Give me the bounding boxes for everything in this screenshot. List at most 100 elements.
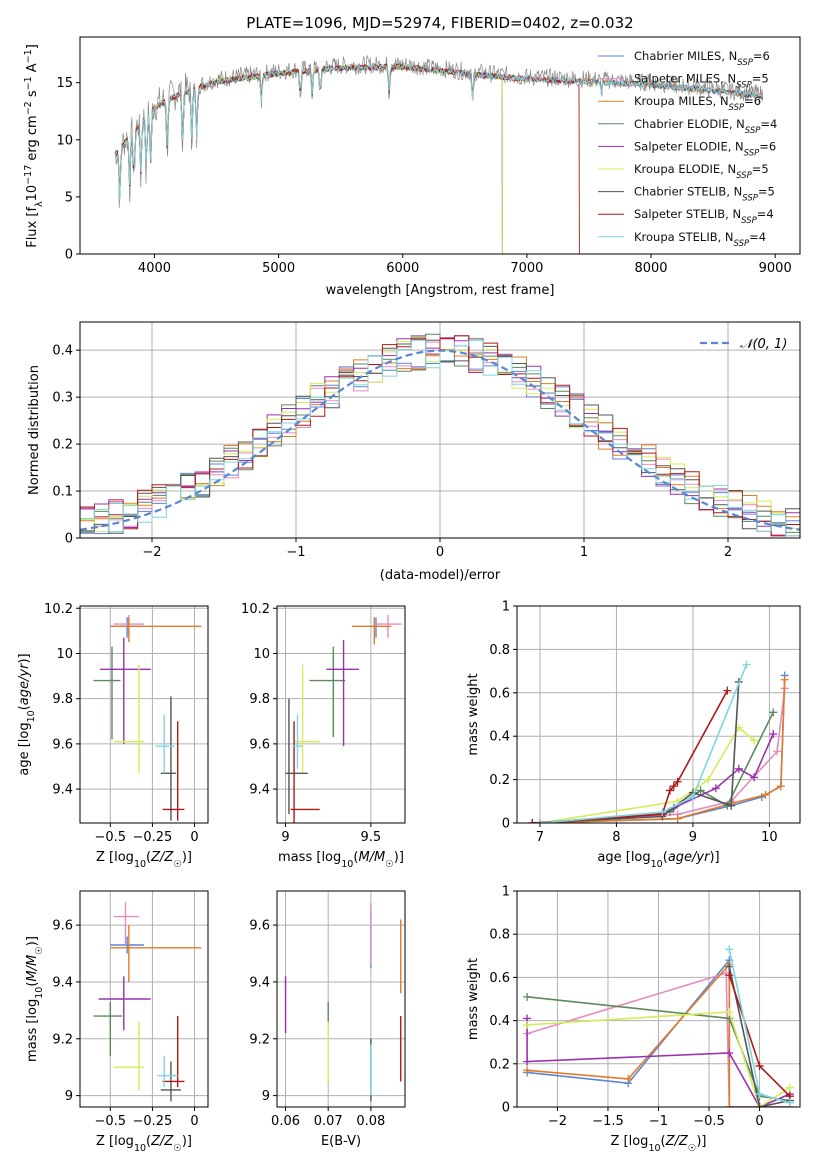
y-tick-label: 0.8 [489, 643, 510, 658]
ticks: 0.06 0.07 0.08 9 9.2 9.4 9.6 [249, 919, 385, 1129]
y-tick-label: 10.2 [241, 602, 270, 617]
y-tick-label: 0.8 [489, 928, 510, 943]
x-axis-label: Z [log10(Z/Z☉)] [610, 1134, 706, 1154]
cumulative-mass-line [527, 1011, 791, 1107]
ticks: −2 −1.5 −1 −0.5 0 0 0.2 0.4 0.6 0.8 1 [489, 885, 763, 1130]
data-point-marker [785, 1098, 794, 1107]
data-point-marker [725, 971, 734, 980]
data-point-marker [725, 962, 734, 971]
data-point-marker [750, 773, 759, 782]
y-tick-label: 1 [502, 600, 510, 615]
error-bar [93, 1001, 123, 1056]
spectrum-panel: 4000 5000 6000 7000 8000 9000 0 5 10 15 wavelength… [23, 36, 801, 298]
plot-area [80, 333, 800, 538]
age-vs-mass-panel: 9 9.5 9.4 9.6 9.8 10 10.2 mass [log10(M/M☉)] [241, 602, 406, 870]
y-tick-label: 1 [502, 885, 510, 900]
data-point-marker [523, 1057, 532, 1066]
legend-entry: Chabrier ELODIE, NSSP=4 [634, 117, 777, 136]
grid [80, 606, 208, 823]
data-point-marker [723, 686, 732, 695]
cumulative-mass-vs-metallicity-panel: −2 −1.5 −1 −0.5 0 0 0.2 0.4 0.6 0.8 1 Z [log10(Z/Z☉… [466, 885, 801, 1154]
data-point-marker [725, 1049, 734, 1057]
x-axis-label: mass [log10(M/M☉)] [278, 850, 404, 870]
axes-frame [79, 36, 801, 255]
plot-area [528, 660, 789, 823]
x-tick-label: 9000 [759, 261, 792, 276]
error-bar [292, 714, 303, 769]
legend-entry: Salpeter STELIB, NSSP=4 [634, 207, 774, 226]
y-tick-label: 0 [65, 532, 73, 547]
axes-frame [79, 605, 209, 824]
ticks: −0.5 −0.25 0 9.4 9.6 9.8 10 10.2 [44, 602, 199, 845]
residuals-panel: −2 −1 0 1 2 0 0.1 0.2 0.3 0.4 𝒩(0, 1) (data-model)/… [27, 321, 801, 583]
error-bar [113, 902, 139, 945]
data-point-marker [725, 1103, 734, 1107]
y-tick-label: 9.4 [249, 783, 270, 798]
error-bar [162, 1016, 185, 1088]
error-bar [326, 639, 359, 747]
data-point-marker [688, 792, 697, 801]
x-tick-label: 0 [755, 1114, 763, 1129]
data-point-marker [704, 775, 713, 784]
x-axis-label: wavelength [Angstrom, rest frame] [326, 283, 555, 298]
y-tick-label: 0.6 [489, 971, 510, 986]
axes-frame [276, 605, 406, 824]
error-bar [113, 1021, 144, 1090]
grid [277, 606, 405, 823]
x-tick-label: 0 [190, 1114, 198, 1129]
y-tick-label: 0.4 [489, 1014, 510, 1029]
data-point-marker [755, 1103, 764, 1107]
x-tick-label: 7000 [510, 261, 543, 276]
y-axis-label: age [log10(age/yr)] [17, 653, 37, 775]
cumulative-mass-line [532, 681, 740, 823]
y-tick-label: 9.8 [52, 692, 73, 707]
axes-frame [516, 890, 801, 1108]
error-bar [100, 637, 151, 744]
error-bar [294, 664, 320, 774]
data-point-marker [761, 790, 770, 799]
y-tick-label: 0.3 [52, 391, 73, 406]
ticks: 4000 5000 6000 7000 8000 9000 0 5 10 15 [56, 76, 791, 276]
y-tick-label: 9.6 [52, 737, 73, 752]
data-point-marker [696, 786, 705, 795]
grid [517, 605, 800, 824]
data-point-marker [535, 819, 544, 823]
x-tick-label: 7 [536, 830, 544, 845]
axes-frame [79, 890, 209, 1108]
x-tick-label: −0.5 [95, 830, 127, 845]
x-tick-label: 0.06 [271, 1114, 300, 1129]
x-tick-label: 9.5 [361, 830, 382, 845]
error-bar [160, 696, 176, 821]
grid [277, 891, 405, 1107]
model-spectrum [115, 63, 763, 199]
cumulative-mass-line [539, 679, 786, 823]
data-point-marker [750, 736, 759, 745]
mass-vs-extinction-panel: 0.06 0.07 0.08 9 9.2 9.4 9.6 E(B-V) [249, 890, 406, 1149]
x-tick-label: 0 [436, 545, 444, 560]
y-tick-label: 10 [56, 647, 73, 662]
cumulative-mass-line [532, 675, 786, 823]
x-tick-label: 8000 [634, 261, 667, 276]
x-tick-label: 0 [190, 830, 198, 845]
cumulative-mass-line [728, 966, 791, 1107]
y-tick-label: 9.2 [52, 1032, 73, 1047]
data-point-marker [785, 1083, 794, 1092]
error-bar [110, 925, 202, 982]
legend-entry: 𝒩(0, 1) [740, 337, 787, 352]
data-point-marker [725, 945, 734, 954]
plot-area [284, 902, 402, 1102]
data-point-marker [665, 786, 674, 795]
error-bar [285, 698, 308, 814]
cumulative-mass-line [532, 690, 729, 823]
data-point-marker [711, 784, 720, 793]
data-point-marker [528, 819, 537, 823]
y-tick-label: 0.2 [489, 773, 510, 788]
axes-frame [516, 605, 801, 824]
plot-area [285, 615, 402, 823]
data-point-marker [780, 675, 789, 684]
ticks: −2 −1 0 1 2 0 0.1 0.2 0.3 0.4 [52, 344, 732, 560]
legend-entry: Chabrier STELIB, NSSP=5 [634, 185, 775, 204]
error-bar [155, 714, 175, 774]
x-tick-label: 1 [580, 545, 588, 560]
